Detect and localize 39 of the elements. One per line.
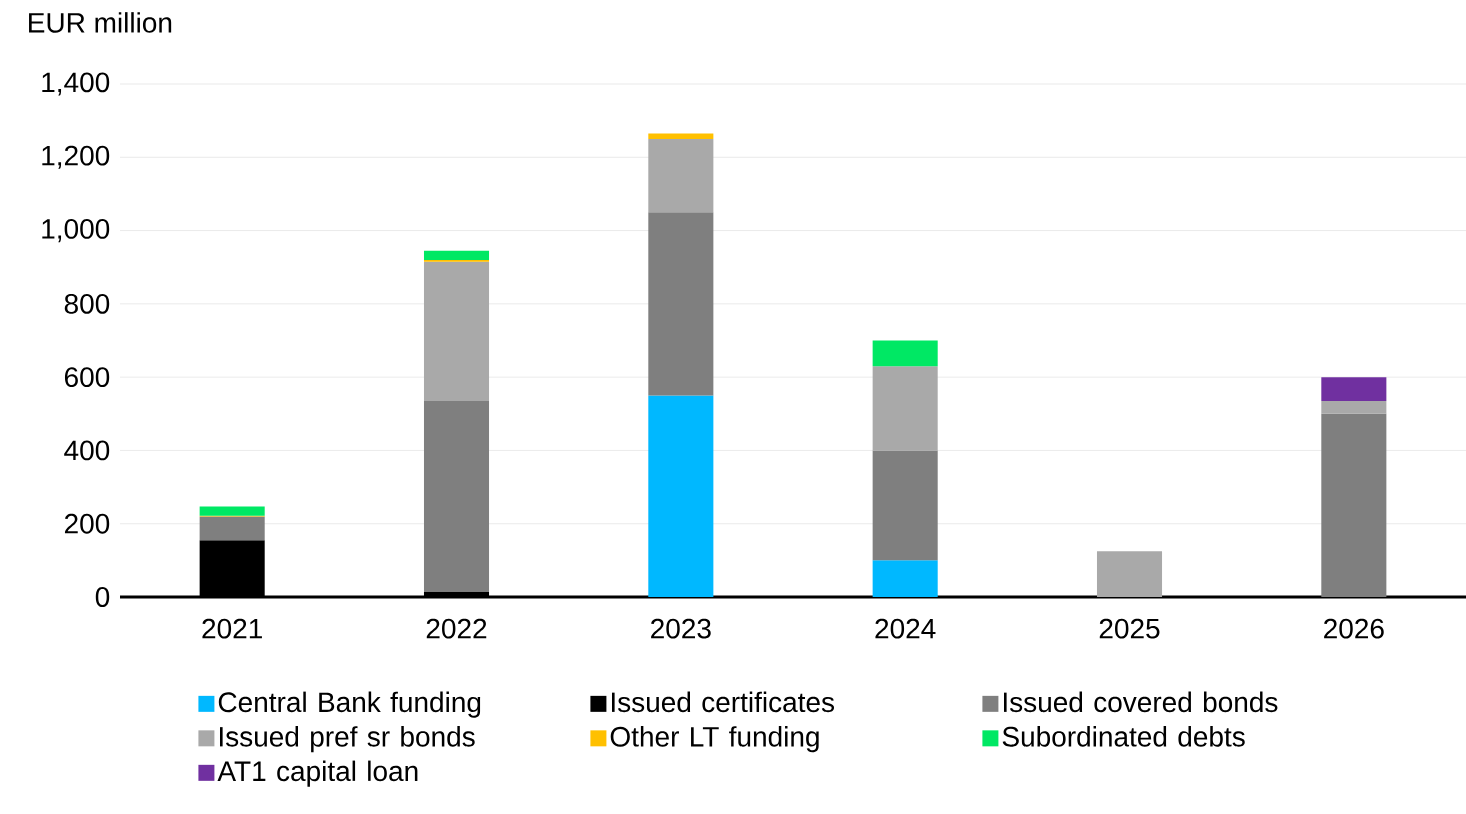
bar: [648, 212, 714, 396]
y-tick-label: 1,400: [42, 72, 110, 96]
bar: [648, 395, 714, 597]
y-tick-label: 800: [64, 293, 110, 314]
legend-label: Other LT funding: [610, 726, 819, 753]
x-tick-label: 2022: [426, 618, 487, 639]
bar: [872, 560, 938, 597]
y-axis-title: EUR million: [29, 12, 172, 33]
bar: [199, 506, 265, 516]
bar: [648, 138, 714, 213]
bar: [648, 133, 714, 139]
y-tick-label: 400: [64, 440, 110, 461]
legend-label: AT1 capital loan: [217, 760, 418, 787]
x-tick-label: 2024: [875, 618, 936, 639]
bar: [872, 366, 938, 451]
bar: [1321, 377, 1387, 401]
x-tick-label: 2026: [1324, 618, 1384, 639]
bar: [1096, 551, 1163, 597]
bar: [423, 261, 490, 401]
bar: [423, 400, 490, 592]
y-tick-label: 0: [95, 587, 110, 607]
legend-label: Issued covered bonds: [1003, 691, 1278, 713]
y-tick-label: 600: [64, 367, 110, 388]
x-tick-label: 2025: [1099, 618, 1160, 639]
legend-label: Issued certificates: [611, 691, 835, 713]
bar: [423, 250, 490, 260]
y-tick-label: 1,200: [42, 145, 110, 169]
bar: [872, 340, 938, 367]
legend-label: Central Bank funding: [218, 691, 481, 718]
bar: [1321, 413, 1387, 597]
x-tick-label: 2021: [202, 618, 262, 639]
bar: [872, 450, 938, 561]
bar: [1321, 400, 1387, 414]
bar: [199, 516, 265, 541]
x-tick-label: 2023: [651, 618, 711, 639]
legend-label: Issued pref sr bonds: [219, 726, 475, 753]
y-tick-label: 1,000: [42, 218, 110, 243]
y-tick-label: 200: [64, 513, 110, 534]
legend-label: Subordinated debts: [1002, 726, 1245, 747]
